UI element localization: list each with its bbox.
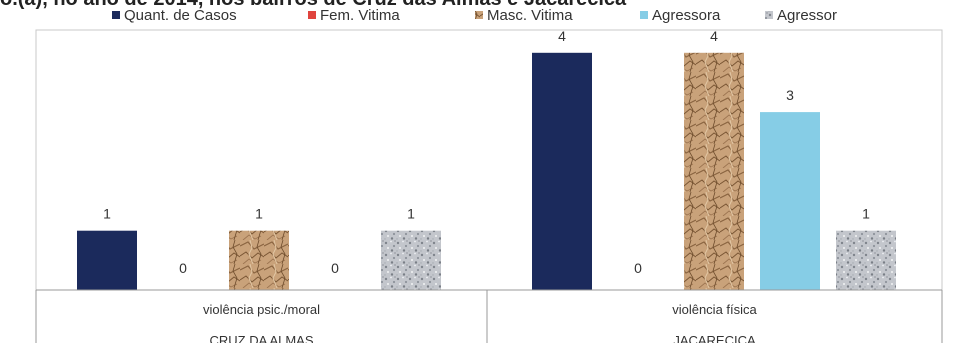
bar-jacarecica-agressora xyxy=(760,112,820,290)
legend: Quant. de Casos Fem. Vitima Masc. Vitima Ag… xyxy=(112,7,837,24)
legend-swatch-agressora xyxy=(640,11,648,19)
data-label-cruz-da-almas-agressora: 0 xyxy=(331,260,339,276)
data-labels: 1 0 1 0 1 4 0 4 3 1 xyxy=(103,28,870,276)
legend-swatch-quant-de-casos xyxy=(112,11,120,19)
data-label-jacarecica-agressor: 1 xyxy=(862,206,870,222)
bar-jacarecica-masc-vitima xyxy=(684,52,744,290)
outer-category-label-cruz-da-almas: CRUZ DA ALMAS xyxy=(209,333,313,343)
legend-swatch-agressor xyxy=(765,11,773,19)
category-label-violencia-fisica: violência física xyxy=(672,302,757,317)
legend-label-fem-vitima: Fem. Vitima xyxy=(320,7,400,24)
data-label-jacarecica-masc-vitima: 4 xyxy=(710,28,718,44)
bar-cruz-da-almas-masc-vitima xyxy=(229,230,289,290)
bar-cruz-da-almas-quant-de-casos xyxy=(77,230,137,290)
header-text-fragment: o.(a), no ano de 2014, nos bairros de Cr… xyxy=(0,0,627,10)
data-label-cruz-da-almas-agressor: 1 xyxy=(407,206,415,222)
legend-swatch-masc-vitima xyxy=(475,11,483,19)
bar-jacarecica-agressor xyxy=(836,230,896,290)
bars xyxy=(77,52,896,290)
data-label-cruz-da-almas-quant-de-casos: 1 xyxy=(103,206,111,222)
data-label-jacarecica-fem-vitima: 0 xyxy=(634,260,642,276)
data-label-jacarecica-quant-de-casos: 4 xyxy=(558,28,566,44)
legend-label-quant-de-casos: Quant. de Casos xyxy=(124,7,237,24)
legend-label-agressora: Agressora xyxy=(652,7,721,24)
data-label-cruz-da-almas-fem-vitima: 0 xyxy=(179,260,187,276)
legend-swatch-fem-vitima xyxy=(308,11,316,19)
legend-label-masc-vitima: Masc. Vitima xyxy=(487,7,573,24)
outer-category-label-jacarecica: JACARECICA xyxy=(673,333,756,343)
data-label-jacarecica-agressora: 3 xyxy=(786,87,794,103)
category-axis: violência psic./moral CRUZ DA ALMAS violên… xyxy=(35,289,943,343)
category-label-violencia-psic-moral: violência psic./moral xyxy=(203,302,320,317)
bar-jacarecica-quant-de-casos xyxy=(532,52,592,290)
legend-label-agressor: Agressor xyxy=(777,7,837,24)
data-label-cruz-da-almas-masc-vitima: 1 xyxy=(255,206,263,222)
bar-cruz-da-almas-agressor xyxy=(381,230,441,290)
